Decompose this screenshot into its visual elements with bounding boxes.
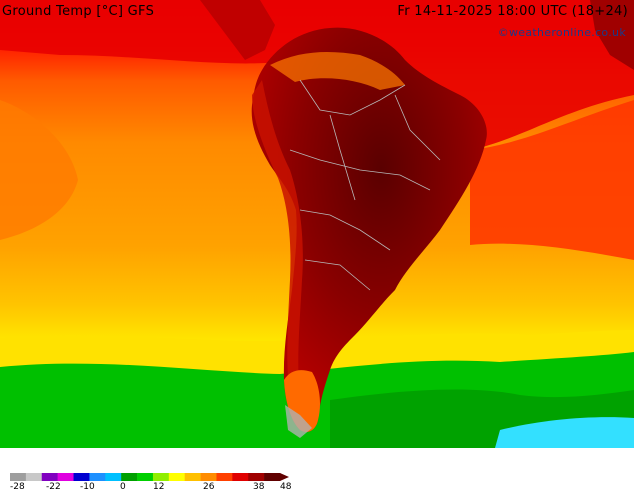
africa-tip (590, 0, 634, 70)
legend-swatch (57, 473, 74, 481)
legend-tick-2: -22 (46, 482, 61, 490)
legend-tick-7: 38 (253, 482, 265, 490)
legend-tick-6: 26 (203, 482, 215, 490)
andes-region (252, 80, 303, 400)
legend-swatch (137, 473, 154, 481)
pacific-orange-patch (0, 100, 78, 240)
legend-arrow-icon (280, 473, 289, 481)
legend-swatch (41, 473, 58, 481)
south-america-land (251, 27, 487, 432)
legend-tick-8: 48 (280, 482, 292, 490)
legend-swatch (89, 473, 106, 481)
north-coast-warm (270, 52, 405, 90)
map-footer (0, 448, 634, 490)
temperature-map (0, 0, 634, 448)
map-title: Ground Temp [°C] GFS (2, 4, 155, 19)
legend-swatch (25, 473, 43, 481)
central-america-land (200, 0, 275, 60)
legend-swatch (168, 473, 185, 481)
east-atlantic-warm (470, 100, 634, 260)
forecast-datetime: Fr 14-11-2025 18:00 UTC (18+24) (397, 4, 628, 19)
cold-cyan-patch (495, 417, 634, 448)
legend-swatch (105, 473, 122, 481)
legend-swatch (232, 473, 249, 481)
legend-swatch (121, 473, 138, 481)
tierra-del-fuego (285, 405, 312, 438)
country-borders (289, 79, 441, 291)
legend-tick-3: -10 (80, 482, 95, 490)
legend-swatch (73, 473, 90, 481)
legend-swatch (152, 473, 170, 481)
legend-swatch (10, 473, 27, 481)
legend-swatch (264, 473, 281, 481)
legend-tick-4: 0 (120, 482, 126, 490)
legend-tick-1: -28 (10, 482, 25, 490)
legend-swatch (200, 473, 217, 481)
legend-tick-5: 12 (153, 482, 165, 490)
legend-swatch (184, 473, 201, 481)
color-legend (10, 473, 289, 481)
legend-swatch (216, 473, 233, 481)
legend-swatch (248, 473, 265, 481)
credit-link[interactable]: ©weatheronline.co.uk (497, 26, 626, 39)
